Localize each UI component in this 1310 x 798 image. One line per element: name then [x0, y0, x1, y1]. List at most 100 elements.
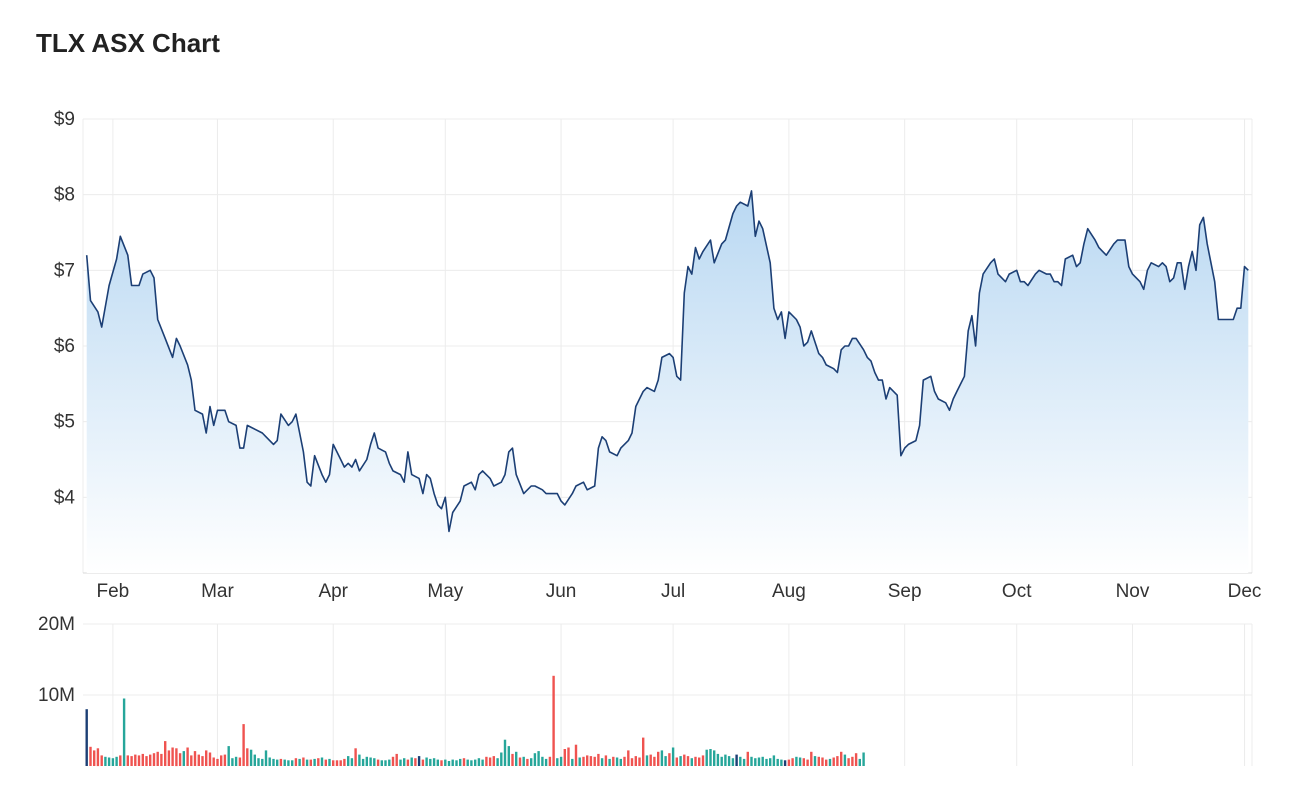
- volume-bar: [727, 756, 731, 766]
- volume-bar: [772, 755, 776, 766]
- volume-bar: [186, 747, 189, 766]
- volume-bar: [843, 754, 847, 766]
- volume-bar: [447, 761, 451, 766]
- volume-bar: [350, 758, 354, 766]
- volume-bar: [604, 755, 608, 766]
- volume-bar: [571, 758, 574, 766]
- volume-bar: [541, 756, 544, 766]
- volume-bar: [444, 759, 447, 766]
- volume-bar: [89, 746, 92, 766]
- volume-bar: [175, 748, 178, 767]
- volume-bar: [713, 750, 716, 766]
- volume-bar: [802, 758, 805, 766]
- volume-bar: [492, 756, 495, 766]
- volume-bar: [642, 737, 645, 766]
- volume-bar: [190, 755, 193, 766]
- volume-bar: [563, 749, 566, 766]
- volume-bar: [754, 758, 757, 766]
- volume-bar: [787, 759, 791, 766]
- volume-bar: [466, 759, 469, 766]
- volume-gridlines: [83, 623, 1253, 766]
- x-axis: FebMarAprMayJunJulAugSepOctNovDec2023: [97, 581, 1262, 602]
- page-title: TLX ASX Chart: [36, 28, 220, 58]
- volume-bar: [657, 751, 660, 766]
- volume-bar: [425, 757, 428, 766]
- volume-bar: [264, 750, 268, 766]
- volume-bar: [559, 756, 563, 766]
- volume-bar: [608, 758, 611, 766]
- volume-bar: [522, 756, 525, 766]
- volume-bar: [388, 759, 391, 766]
- volume-bar: [739, 756, 742, 766]
- volume-bar: [638, 757, 641, 766]
- volume-bar: [279, 758, 283, 766]
- volume-bar: [313, 758, 316, 766]
- volume-bar: [615, 757, 619, 766]
- volume-bar: [276, 759, 279, 766]
- x-tick-label: Sep: [888, 581, 922, 602]
- volume-bar: [731, 758, 735, 766]
- volume-bar: [776, 758, 779, 766]
- volume-bar: [212, 757, 215, 766]
- volume-bar: [283, 759, 286, 766]
- volume-bar: [701, 755, 705, 766]
- x-tick-label: Oct: [1002, 581, 1032, 602]
- volume-bar: [440, 760, 443, 766]
- volume-bar: [395, 753, 398, 766]
- volume-bar: [769, 758, 772, 766]
- volume-bar: [339, 760, 342, 766]
- volume-bar: [821, 757, 824, 766]
- volume-bar: [810, 751, 813, 766]
- volume-bar: [709, 749, 712, 766]
- volume-bar: [126, 755, 129, 766]
- volume-bar: [335, 760, 339, 766]
- volume-bar: [511, 753, 514, 766]
- volume-bar: [683, 754, 686, 766]
- volume-bar: [332, 760, 335, 766]
- volume-bar: [597, 753, 600, 766]
- volume-bar: [451, 759, 454, 766]
- volume-bar: [530, 758, 533, 766]
- x-tick-label: May: [427, 581, 463, 602]
- volume-bar: [343, 758, 346, 766]
- volume-bar: [227, 746, 230, 766]
- volume-bar: [679, 756, 682, 766]
- volume-bar: [376, 759, 380, 766]
- volume-bar: [817, 756, 820, 766]
- volume-bar: [705, 749, 708, 766]
- volume-y-tick-label: 20M: [38, 614, 75, 635]
- volume-bar: [403, 758, 406, 766]
- volume-bar: [735, 754, 738, 766]
- volume-bar: [612, 756, 615, 766]
- volume-bar: [840, 751, 843, 766]
- volume-bar: [716, 753, 720, 766]
- volume-bar: [391, 756, 395, 766]
- volume-bar: [305, 759, 309, 766]
- volume-bar: [574, 744, 578, 766]
- volume-bar: [122, 698, 126, 766]
- x-tick-label: Apr: [318, 581, 348, 602]
- price-y-tick-label: $5: [54, 412, 75, 433]
- volume-bar: [552, 675, 555, 766]
- volume-bar: [115, 756, 118, 766]
- volume-bar: [294, 758, 298, 766]
- x-tick-label: Jun: [546, 581, 577, 602]
- volume-bar: [205, 750, 208, 766]
- volume-bar: [462, 758, 466, 766]
- volume-bar: [347, 756, 350, 766]
- volume-bar: [238, 757, 242, 766]
- volume-bar: [220, 755, 223, 766]
- volume-bar: [851, 756, 854, 766]
- volume-bar: [384, 760, 387, 766]
- volume-bar: [862, 752, 865, 766]
- volume-bar: [477, 758, 481, 766]
- x-tick-label: Mar: [201, 581, 234, 602]
- volume-bar: [765, 758, 768, 766]
- volume-bar: [795, 756, 798, 766]
- volume-bar: [93, 750, 96, 766]
- volume-bar: [137, 755, 141, 766]
- volume-bar: [567, 747, 570, 766]
- volume-bar: [193, 751, 197, 766]
- volume-bar: [619, 758, 622, 766]
